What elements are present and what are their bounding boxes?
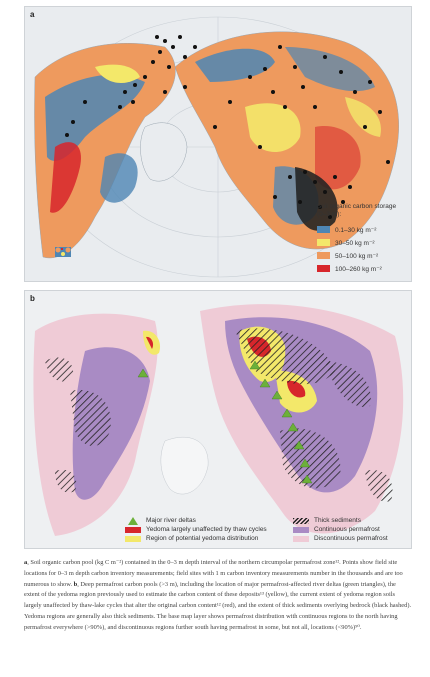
triangle-icon [128, 516, 138, 525]
legend-label: Major river deltas [146, 517, 196, 524]
figure-caption: a, Soil organic carbon pool (kg C m⁻²) c… [24, 558, 412, 634]
legend-item: Continuous permafrost [293, 525, 388, 534]
legend-item: Major river deltas [125, 516, 267, 525]
deep-carbon-legend-right: Thick sediments Continuous permafrost Di… [293, 516, 388, 543]
panel-a-label: a [30, 10, 35, 19]
legend-swatch [317, 226, 330, 233]
caption-a-label: a [24, 559, 28, 566]
legend-item: 50–100 kg m⁻² [317, 249, 407, 262]
legend-swatch [125, 526, 141, 533]
legend-item: Region of potential yedoma distribution [125, 534, 267, 543]
figure-panel-b: b Major river deltas Yedoma largely unaf… [24, 290, 412, 549]
legend-label: 100–260 kg m⁻² [335, 265, 382, 273]
caption-a-text: , Soil organic carbon pool (kg C m⁻²) co… [24, 559, 403, 588]
legend-swatch [317, 265, 330, 272]
legend-item: Thick sediments [293, 516, 388, 525]
panel-b-label: b [30, 294, 35, 303]
legend-label: Region of potential yedoma distribution [146, 535, 259, 542]
field-site-points [65, 35, 390, 219]
legend-label: Discontinuous permafrost [314, 535, 388, 542]
hatch-swatch [293, 517, 309, 524]
caption-b-text: , Deep permafrost carbon pools (>3 m), i… [24, 580, 412, 631]
soil-carbon-map [34, 16, 399, 278]
continuous-permafrost-west [72, 347, 150, 500]
legend-swatch [125, 535, 141, 542]
legend-swatch [317, 239, 330, 246]
legend-label: 30–50 kg m⁻² [335, 239, 375, 247]
legend-item: Discontinuous permafrost [293, 534, 388, 543]
legend-label: 50–100 kg m⁻² [335, 252, 379, 260]
legend-swatch [293, 526, 309, 533]
legend-label: 0.1–30 kg m⁻² [335, 226, 377, 234]
landmass-greenland-b [160, 436, 209, 495]
legend-title: Soil organic carbon storage (0–3 m): [317, 203, 397, 218]
caption-b-label: b [73, 580, 78, 588]
legend-item: 0.1–30 kg m⁻² [317, 223, 407, 236]
legend-item: 30–50 kg m⁻² [317, 236, 407, 249]
legend-label: Thick sediments [314, 517, 361, 524]
deep-carbon-map [33, 304, 404, 536]
figure-panel-a: a Soil organic carbon storage (0–3 m): 0… [24, 6, 412, 282]
legend-swatch [293, 535, 309, 542]
legend-item: 100–260 kg m⁻² [317, 262, 407, 275]
legend-label: Yedoma largely unaffected by thaw cycles [146, 526, 267, 533]
river-delta-markers [137, 360, 313, 484]
legend-swatch [317, 252, 330, 259]
legend-item: Yedoma largely unaffected by thaw cycles [125, 525, 267, 534]
carbon-storage-legend: Soil organic carbon storage (0–3 m): 0.1… [317, 203, 407, 275]
landmass-greenland [140, 122, 188, 182]
thick-sediments [45, 328, 393, 502]
legend-label: Continuous permafrost [314, 526, 380, 533]
deep-carbon-legend-left: Major river deltas Yedoma largely unaffe… [125, 516, 267, 543]
